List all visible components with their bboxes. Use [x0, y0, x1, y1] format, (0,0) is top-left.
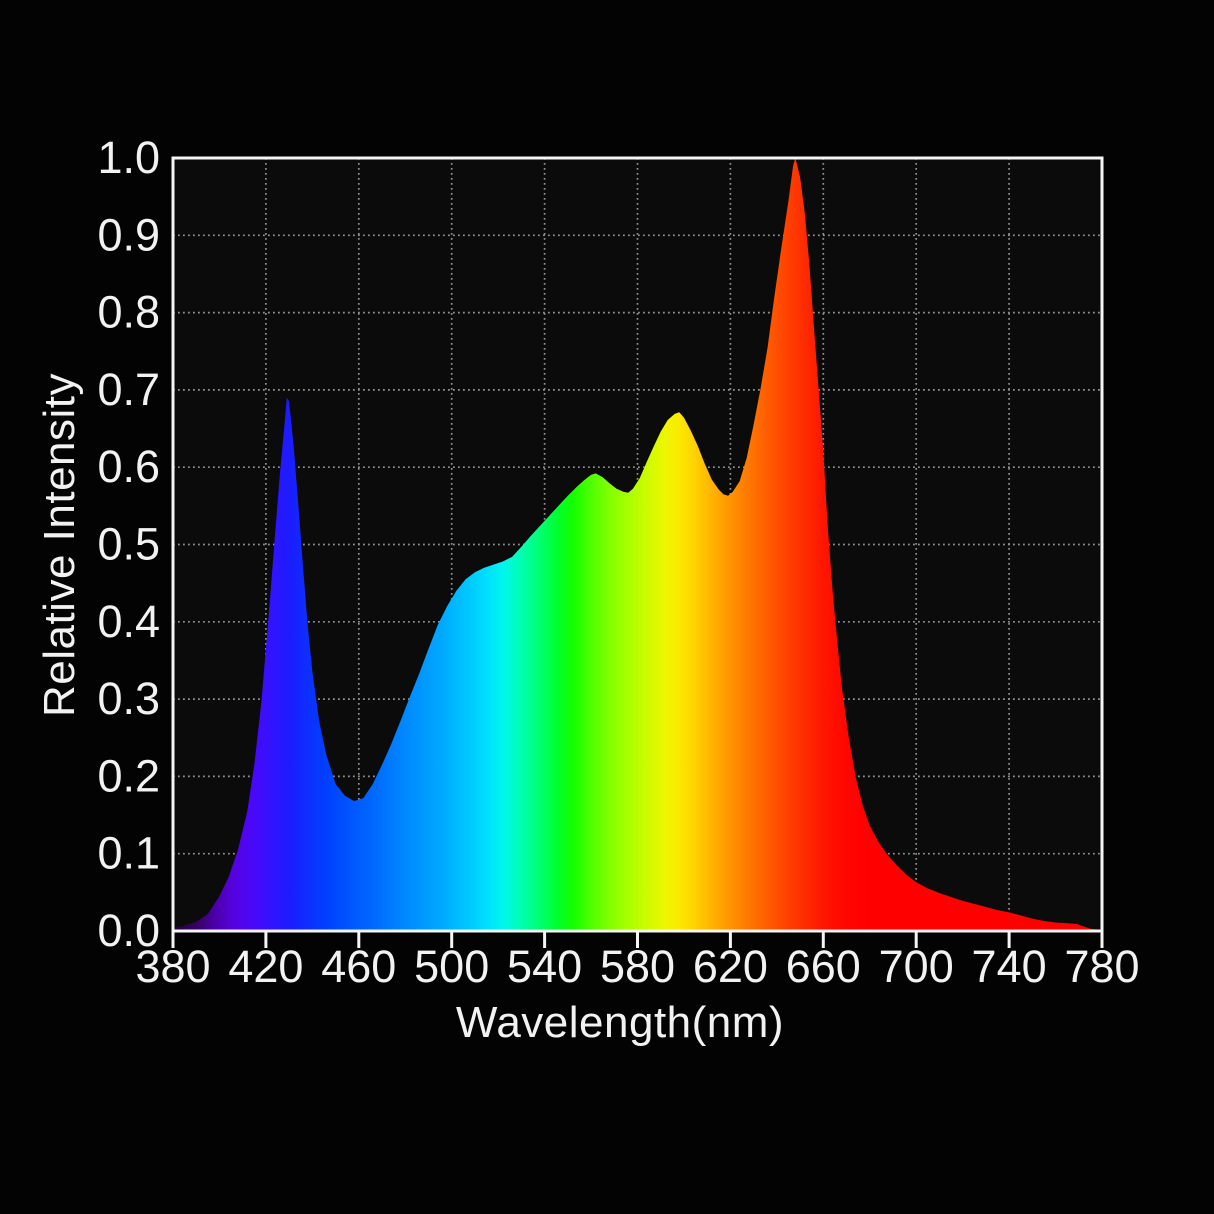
y-axis-labels: 0.0 0.1 0.2 0.3 0.4 0.5 0.6 0.7 0.8 0.9 1.0 — [97, 132, 160, 956]
x-tick-label: 420 — [228, 941, 303, 992]
x-axis-title: Wavelength(nm) — [455, 998, 785, 1047]
y-axis-title: Relative Intensity — [35, 372, 84, 718]
y-tick-label: 0.5 — [97, 519, 160, 570]
y-tick-label: 0.0 — [97, 905, 160, 956]
y-tick-label: 0.7 — [97, 364, 160, 415]
y-tick-label: 0.2 — [97, 750, 160, 801]
y-tick-label: 1.0 — [97, 132, 160, 183]
x-tick-label: 380 — [135, 941, 210, 992]
x-tick-label: 460 — [321, 941, 396, 992]
x-tick-label: 500 — [414, 941, 489, 992]
y-tick-label: 0.8 — [97, 287, 160, 338]
x-tick-label: 540 — [507, 941, 582, 992]
plot-border — [171, 156, 1104, 933]
y-tick-label: 0.3 — [97, 673, 160, 724]
x-tick-label: 660 — [786, 941, 861, 992]
y-tick-label: 0.1 — [97, 828, 160, 879]
y-tick-label: 0.4 — [97, 596, 160, 647]
y-tick-label: 0.9 — [97, 209, 160, 260]
x-tick-label: 780 — [1064, 941, 1139, 992]
x-tick-label: 740 — [972, 941, 1047, 992]
x-tick-label: 580 — [600, 941, 675, 992]
x-tick-label: 700 — [879, 941, 954, 992]
y-tick-label: 0.6 — [97, 441, 160, 492]
spectrum-area — [173, 158, 1102, 931]
x-axis-ticks — [171, 932, 1104, 948]
x-tick-label: 620 — [693, 941, 768, 992]
x-axis-labels: 380 420 460 500 540 580 620 660 700 740 780 — [135, 941, 1139, 992]
